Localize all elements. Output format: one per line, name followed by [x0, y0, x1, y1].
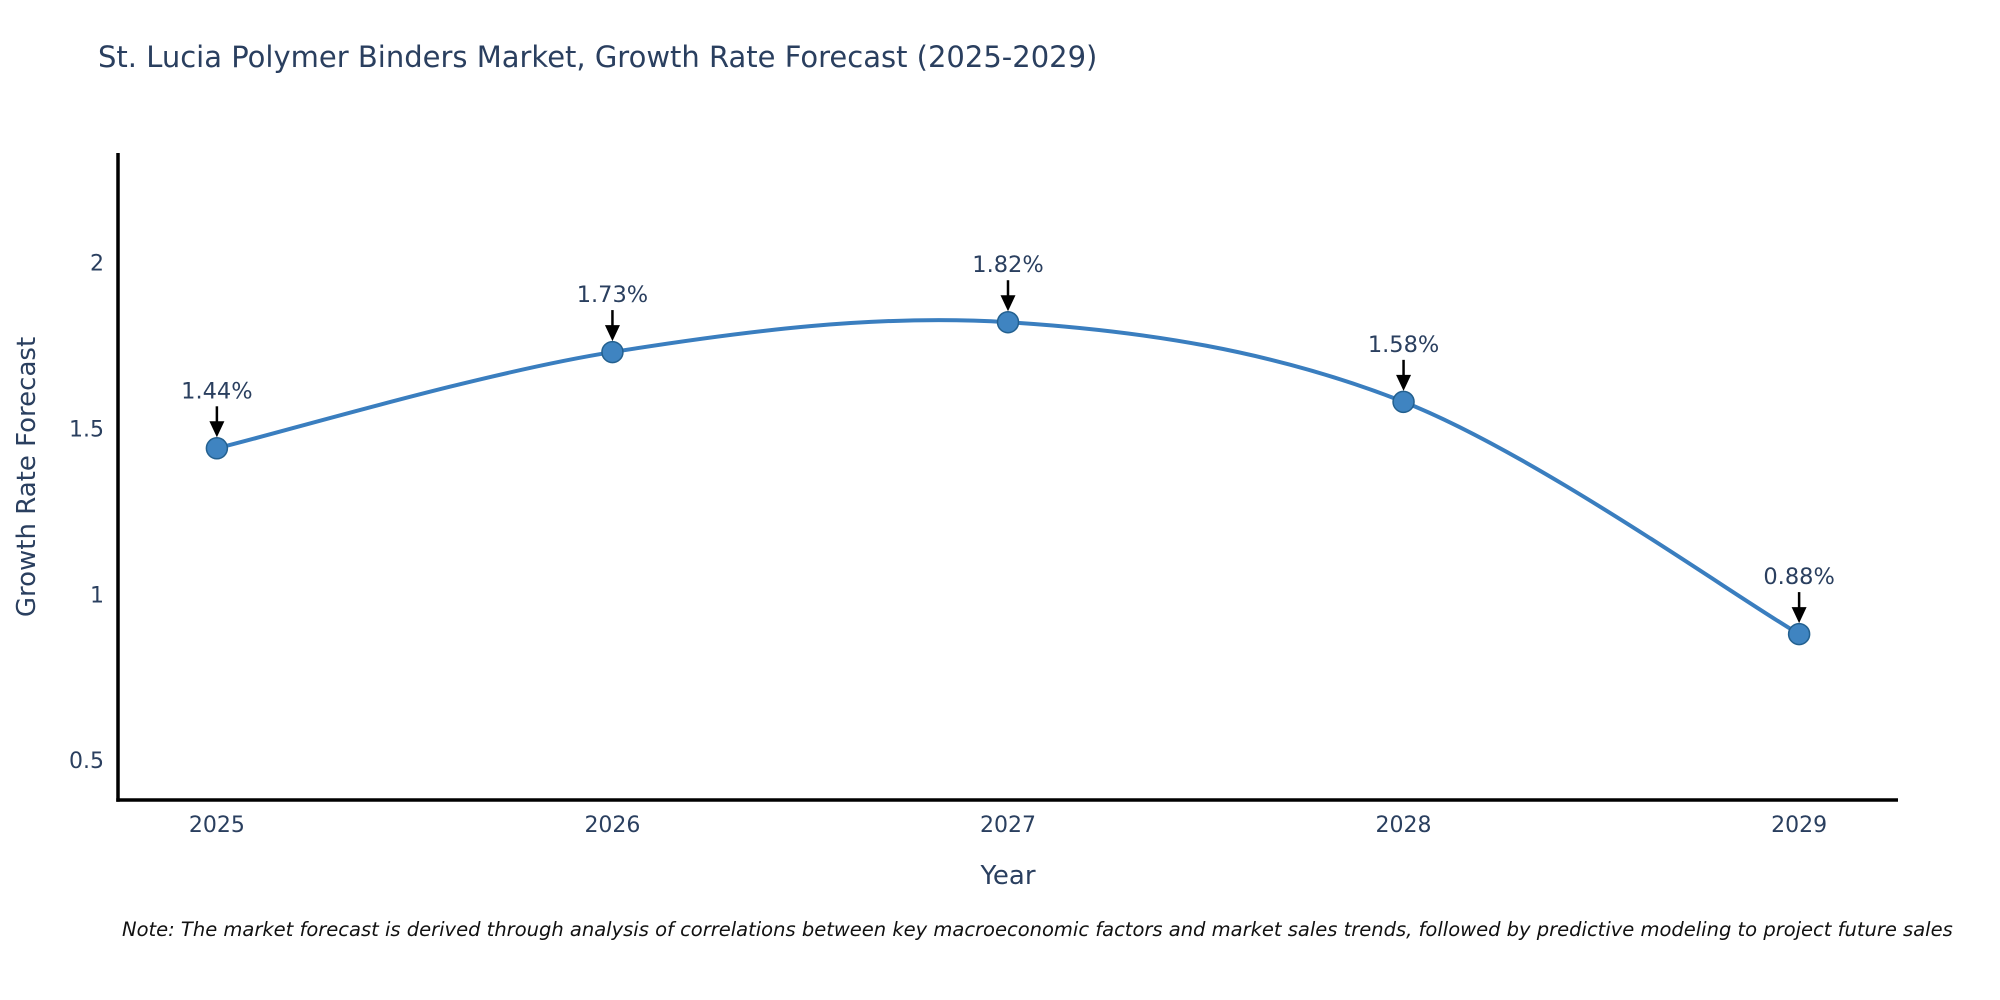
x-tick-label: 2025: [189, 813, 245, 838]
annotation-arrow-head: [1000, 295, 1016, 312]
x-tick-label: 2028: [1376, 813, 1432, 838]
data-point-marker: [1787, 622, 1811, 646]
forecast-line: [214, 318, 1802, 637]
point-value-label: 1.73%: [577, 282, 648, 308]
point-value-label: 1.58%: [1368, 332, 1439, 358]
annotation-arrow-head: [209, 421, 225, 438]
data-point-marker: [601, 340, 624, 364]
point-value-label: 1.82%: [972, 252, 1043, 278]
y-tick-label: 1.5: [69, 417, 104, 442]
x-tick-label: 2026: [584, 813, 640, 838]
annotation-arrow-head: [604, 325, 620, 342]
data-point-marker: [996, 310, 1020, 334]
data-point-marker: [205, 437, 229, 460]
y-tick-label: 0.5: [69, 749, 104, 774]
annotation-arrow-head: [1791, 607, 1807, 624]
data-point-marker: [1392, 390, 1415, 414]
footnote: Note: The market forecast is derived thr…: [122, 918, 1953, 941]
y-tick-label: 2: [90, 251, 104, 276]
x-tick-label: 2029: [1771, 813, 1827, 838]
y-tick-label: 1: [90, 583, 104, 608]
annotation-arrow-head: [1396, 374, 1412, 391]
x-tick-label: 2027: [980, 813, 1036, 838]
x-axis-title: Year: [980, 861, 1036, 891]
point-value-label: 0.88%: [1763, 564, 1834, 590]
point-value-label: 1.44%: [181, 378, 252, 404]
chart-title: St. Lucia Polymer Binders Market, Growth…: [98, 40, 1098, 74]
